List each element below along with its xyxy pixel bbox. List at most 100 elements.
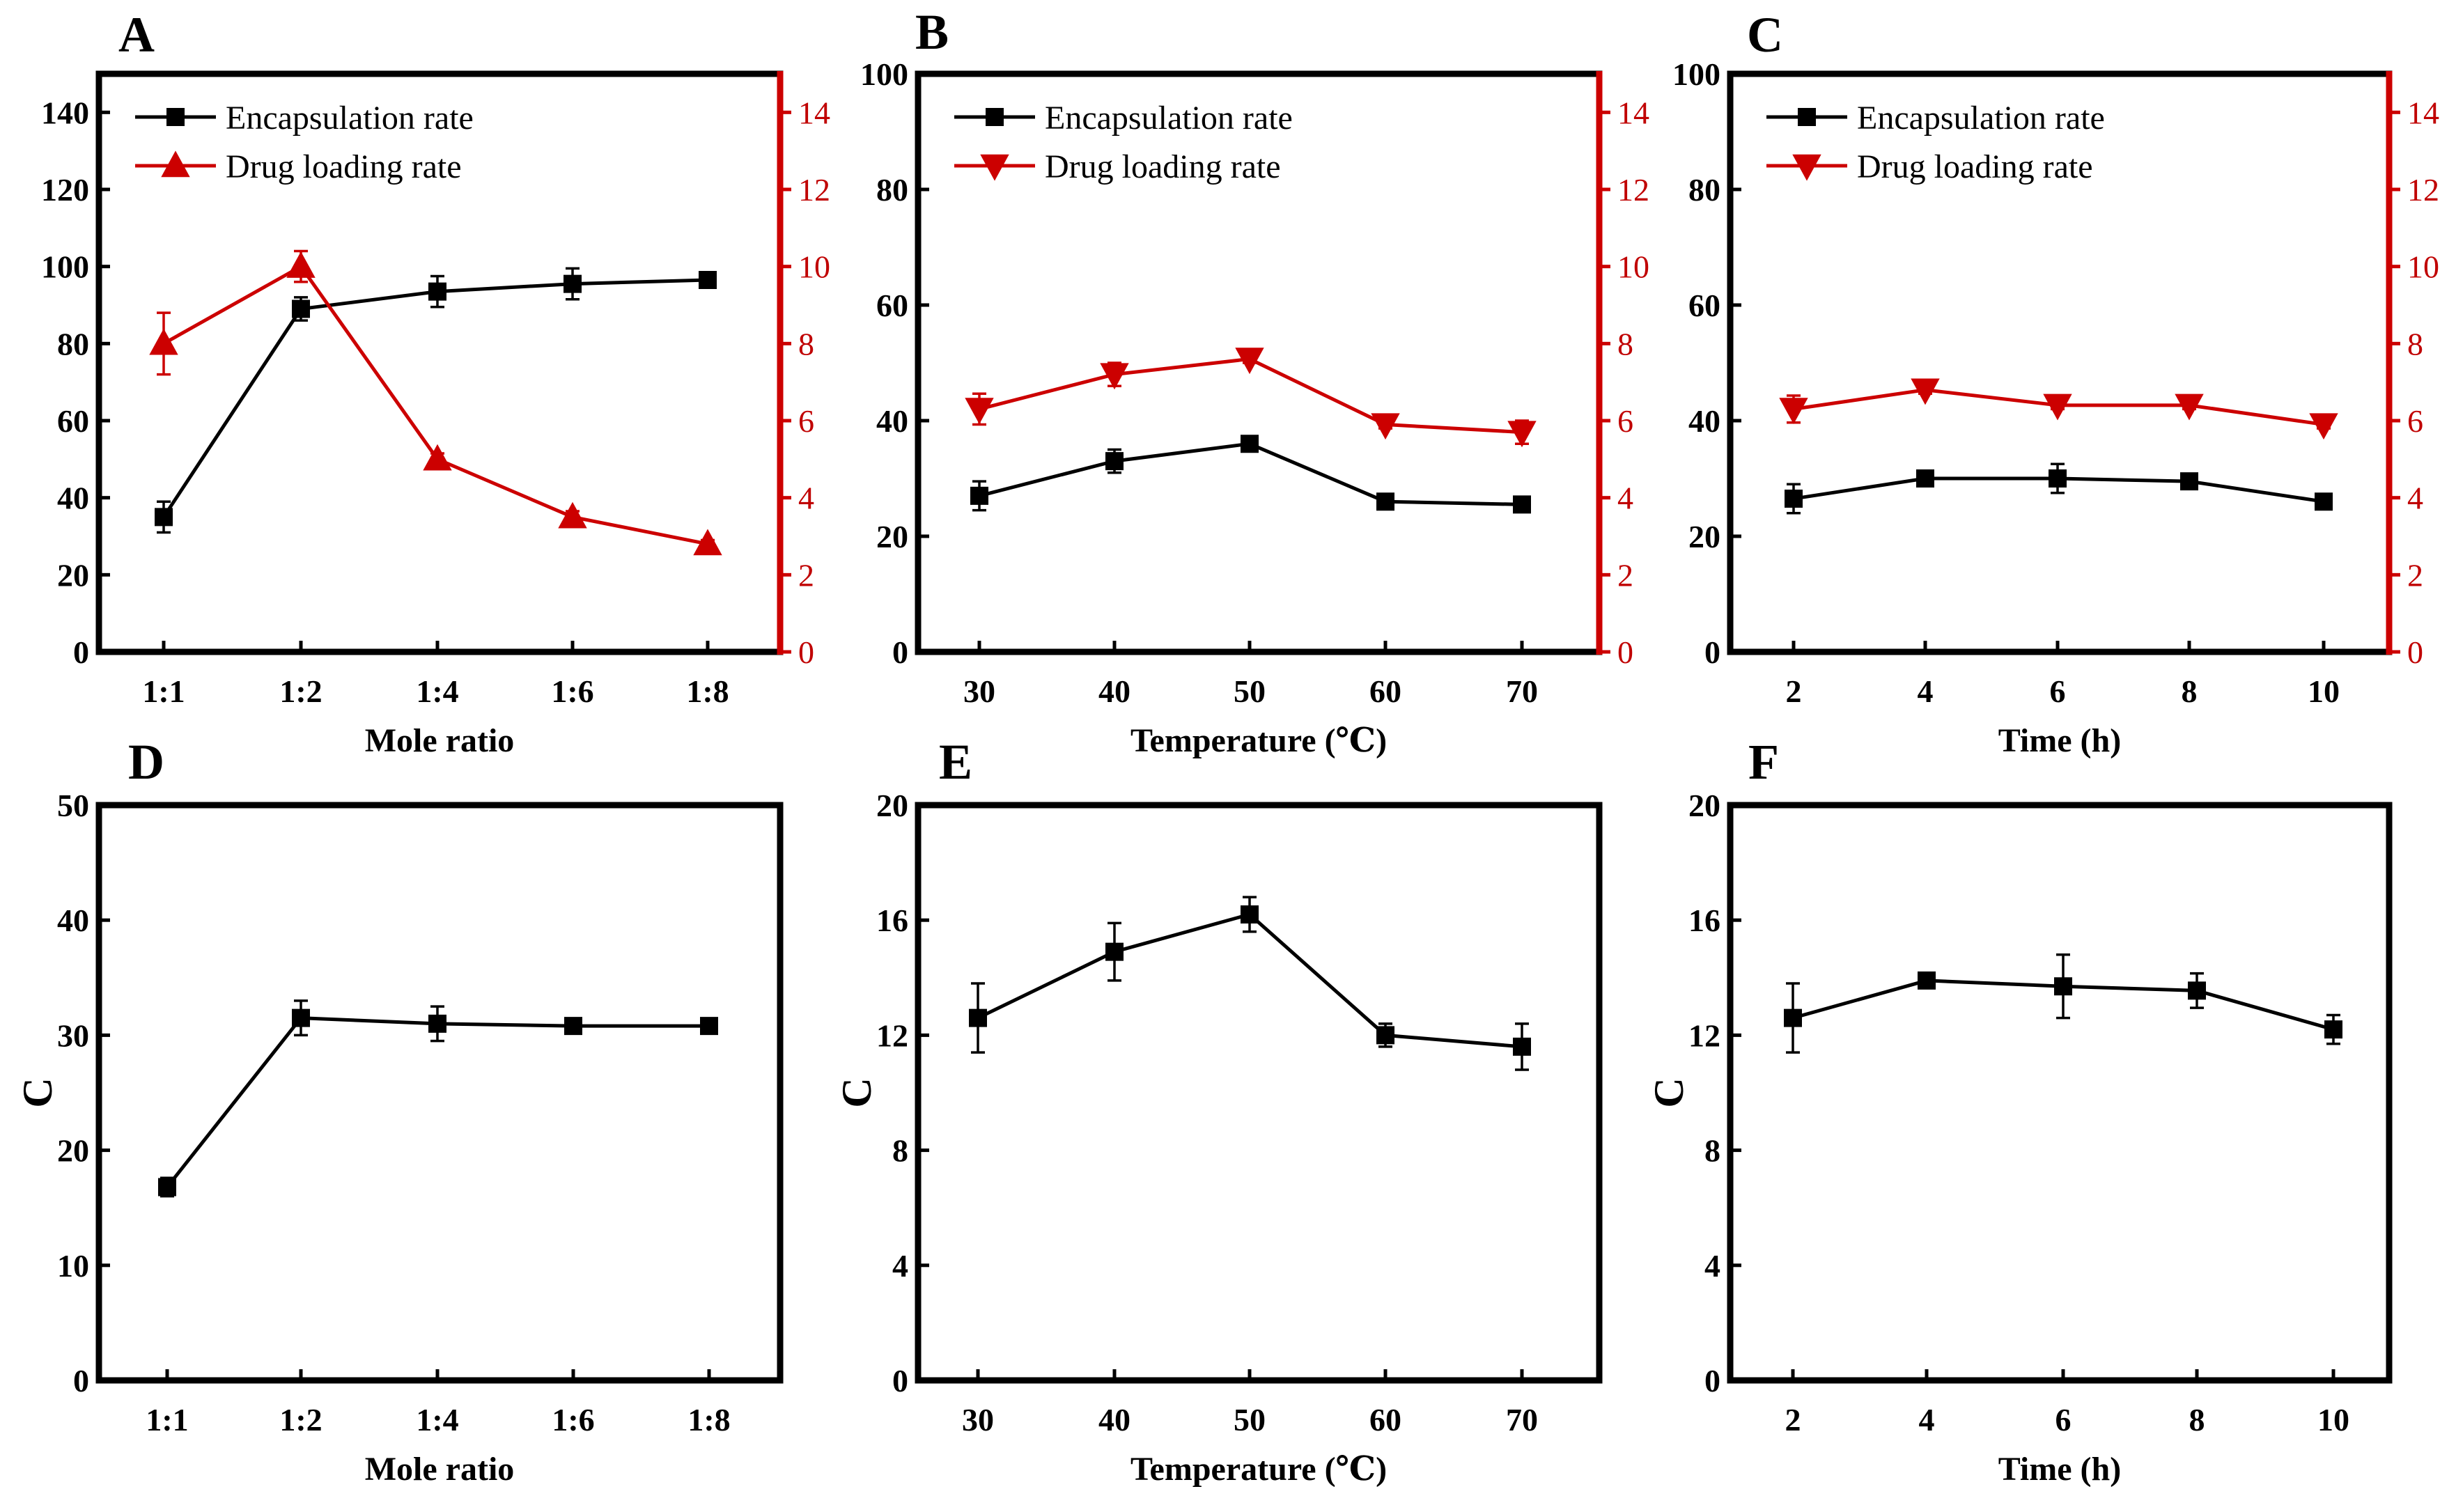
series-line bbox=[977, 912, 1523, 1049]
y-tick-label: 30 bbox=[57, 1018, 89, 1053]
panel-a: 0 20 40 60 80 100 120 140 0 2 4 6 8 10 12 14 1:1 1:2 1:4 1:… bbox=[41, 7, 830, 759]
x-axis-title: Temperature (℃) bbox=[1130, 722, 1387, 759]
legend-label: Encapsulation rate bbox=[1857, 100, 2105, 137]
y-tick-label: 0 bbox=[1704, 634, 1720, 670]
x-axis-title: Time (h) bbox=[1998, 722, 2121, 759]
data-point bbox=[1376, 1026, 1394, 1045]
y-tick-label: 80 bbox=[876, 172, 908, 208]
y-tick-label: 10 bbox=[57, 1248, 89, 1284]
data-point bbox=[1513, 495, 1531, 514]
x-tick-label: 1:8 bbox=[687, 1402, 730, 1437]
y-tick-label: 80 bbox=[1688, 172, 1720, 208]
x-tick-label: 60 bbox=[1369, 1402, 1401, 1437]
series-line bbox=[166, 1016, 709, 1189]
y2-tick-label: 14 bbox=[1617, 95, 1649, 130]
legend-label: Drug loading rate bbox=[226, 148, 462, 185]
y2-tick-label: 10 bbox=[1617, 249, 1649, 285]
x-tick-label: 1:6 bbox=[552, 1402, 594, 1437]
legend-marker bbox=[166, 108, 185, 126]
plot-frame bbox=[915, 802, 1603, 1384]
y2-tick-label: 2 bbox=[2407, 557, 2423, 593]
data-point bbox=[1785, 490, 1803, 508]
y-tick-label: 20 bbox=[876, 788, 908, 823]
panel-d: 0 10 20 30 40 50 1:1 1:2 1:4 1:6 1:8 Mole ratio C D bbox=[15, 734, 784, 1488]
data-point bbox=[970, 486, 988, 505]
y-tick-label: 12 bbox=[876, 1018, 908, 1053]
x-tick-label: 1:1 bbox=[142, 673, 185, 709]
y2-tick-label: 12 bbox=[1617, 172, 1649, 208]
x-tick-label: 6 bbox=[2050, 673, 2066, 709]
panel-label: A bbox=[118, 7, 155, 63]
y2-tick-label: 6 bbox=[798, 403, 814, 439]
x-tick-label: 2 bbox=[1785, 1402, 1801, 1437]
x-tick-label: 1:6 bbox=[551, 673, 593, 709]
legend-label: Encapsulation rate bbox=[226, 100, 474, 137]
y2-tick-label: 4 bbox=[2407, 481, 2423, 516]
data-point bbox=[2049, 469, 2067, 488]
y2-tick-label: 8 bbox=[2407, 326, 2423, 361]
data-point bbox=[1779, 398, 1808, 424]
y-tick-label: 0 bbox=[73, 634, 89, 670]
y-axis-title: C bbox=[1646, 1077, 1692, 1107]
data-point bbox=[428, 1014, 446, 1033]
data-point bbox=[1100, 363, 1129, 390]
data-point bbox=[558, 501, 587, 529]
legend-marker bbox=[1798, 108, 1816, 126]
legend-label: Encapsulation rate bbox=[1045, 100, 1293, 137]
data-point bbox=[1105, 942, 1124, 961]
y-tick-label: 40 bbox=[57, 903, 89, 938]
plot-frame bbox=[95, 802, 784, 1384]
y-tick-label: 140 bbox=[41, 95, 89, 130]
x-tick-label: 2 bbox=[1786, 673, 1802, 709]
x-tick-label: 1:1 bbox=[146, 1402, 188, 1437]
data-point bbox=[2324, 1020, 2342, 1039]
y2-tick-label: 2 bbox=[798, 557, 814, 593]
x-tick-label: 50 bbox=[1234, 1402, 1266, 1437]
data-point bbox=[155, 508, 173, 527]
data-point bbox=[564, 274, 582, 293]
y2-tick-label: 0 bbox=[798, 634, 814, 670]
y-tick-label: 60 bbox=[57, 403, 89, 439]
panel-label: F bbox=[1748, 734, 1779, 790]
y2-tick-label: 8 bbox=[798, 326, 814, 361]
data-point bbox=[423, 444, 452, 471]
data-point bbox=[700, 1017, 718, 1036]
y-tick-label: 100 bbox=[860, 56, 908, 92]
y-tick-label: 100 bbox=[41, 249, 89, 285]
data-point bbox=[1916, 469, 1934, 488]
y-tick-label: 40 bbox=[1688, 403, 1720, 439]
y2-tick-label: 14 bbox=[798, 95, 830, 130]
x-axis-title: Time (h) bbox=[1998, 1451, 2121, 1488]
x-tick-label: 6 bbox=[2055, 1402, 2072, 1437]
y2-tick-label: 12 bbox=[798, 172, 830, 208]
y2-tick-label: 2 bbox=[1617, 557, 1633, 593]
x-tick-label: 10 bbox=[2308, 673, 2340, 709]
legend-label: Drug loading rate bbox=[1045, 148, 1281, 185]
x-tick-label: 50 bbox=[1234, 673, 1266, 709]
y-tick-label: 16 bbox=[876, 903, 908, 938]
data-point bbox=[2188, 981, 2206, 1000]
x-tick-label: 1:8 bbox=[686, 673, 729, 709]
legend-marker bbox=[986, 108, 1004, 126]
y-axis-title: C bbox=[15, 1077, 61, 1107]
y-axis-title: C bbox=[834, 1077, 880, 1107]
data-point bbox=[2043, 393, 2072, 421]
y-tick-label: 0 bbox=[892, 634, 908, 670]
y-tick-label: 40 bbox=[876, 403, 908, 439]
y-tick-label: 80 bbox=[57, 326, 89, 361]
y2-tick-label: 10 bbox=[2407, 249, 2439, 285]
data-point bbox=[292, 1008, 310, 1027]
data-point bbox=[292, 299, 310, 318]
x-tick-label: 4 bbox=[1919, 1402, 1935, 1437]
data-point bbox=[1371, 413, 1400, 440]
y-tick-label: 60 bbox=[876, 288, 908, 323]
y-tick-label: 8 bbox=[892, 1133, 908, 1169]
x-tick-label: 30 bbox=[963, 673, 995, 709]
y2-tick-label: 0 bbox=[2407, 634, 2423, 670]
data-point bbox=[1376, 492, 1394, 511]
y-tick-label: 8 bbox=[1704, 1133, 1720, 1169]
x-tick-label: 8 bbox=[2182, 673, 2198, 709]
legend-marker bbox=[980, 154, 1009, 181]
data-point bbox=[564, 1017, 582, 1036]
